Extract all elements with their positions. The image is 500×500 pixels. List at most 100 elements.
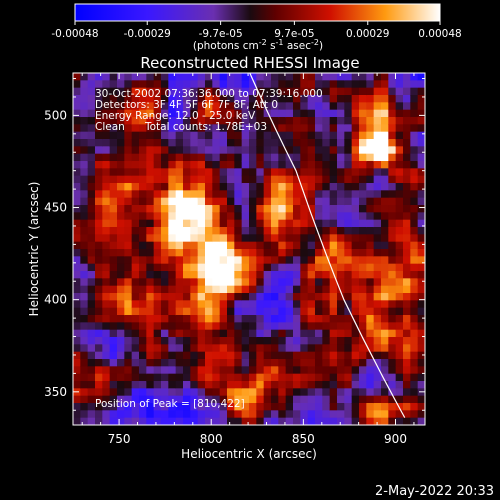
heatmap-cell — [190, 87, 199, 96]
heatmap-cell — [403, 351, 411, 360]
heatmap-cell — [300, 153, 309, 162]
energy-range-text: Energy Range: 12.0 - 25.0 keV — [95, 110, 256, 122]
heatmap-cell — [241, 417, 250, 425]
heatmap-cell — [285, 73, 294, 81]
heatmap-cell — [388, 219, 397, 228]
heatmap-cell — [263, 219, 272, 228]
heatmap-cell — [293, 153, 301, 162]
heatmap-cell — [212, 212, 221, 221]
heatmap-cell — [271, 300, 279, 309]
heatmap-cell — [227, 293, 235, 301]
heatmap-cell — [388, 300, 397, 309]
heatmap-cell — [256, 373, 265, 382]
heatmap-cell — [307, 249, 316, 257]
heatmap-cell — [395, 344, 404, 353]
heatmap-cell — [366, 249, 375, 257]
heatmap-cell — [212, 205, 221, 213]
heatmap-cell — [102, 263, 111, 272]
heatmap-cell — [161, 161, 169, 169]
heatmap-cell — [300, 410, 309, 419]
heatmap-cell — [175, 337, 184, 345]
heatmap-cell — [95, 403, 103, 411]
heatmap-cell — [227, 153, 235, 162]
heatmap-cell — [344, 395, 353, 404]
heatmap-cell — [315, 219, 323, 228]
heatmap-cell — [351, 102, 360, 111]
heatmap-cell — [403, 124, 411, 133]
heatmap-cell — [205, 234, 213, 243]
heatmap-cell — [73, 329, 81, 338]
heatmap-cell — [403, 241, 411, 250]
heatmap-cell — [307, 417, 316, 425]
heatmap-cell — [329, 227, 338, 235]
heatmap-cell — [271, 197, 279, 206]
heatmap-cell — [381, 417, 389, 425]
heatmap-cell — [183, 359, 191, 367]
heatmap-cell — [417, 329, 425, 338]
heatmap-cell — [212, 146, 221, 155]
heatmap-cell — [293, 73, 301, 81]
heatmap-cell — [373, 366, 382, 375]
heatmap-cell — [271, 219, 279, 228]
heatmap-cell — [381, 131, 389, 140]
heatmap-cell — [95, 183, 103, 191]
heatmap-cell — [73, 87, 81, 96]
heatmap-cell — [322, 95, 331, 103]
heatmap-cell — [388, 190, 397, 199]
heatmap-cell — [168, 263, 177, 272]
heatmap-cell — [337, 197, 345, 206]
heatmap-cell — [344, 322, 353, 331]
heatmap-cell — [256, 388, 265, 397]
heatmap-cell — [293, 87, 301, 96]
heatmap-cell — [197, 329, 206, 338]
heatmap-cell — [315, 403, 323, 411]
heatmap-cell — [219, 234, 228, 243]
x-tick-label: 850 — [292, 432, 315, 446]
heatmap-cell — [359, 388, 367, 397]
heatmap-cell — [315, 366, 323, 375]
colorbar-tick-label: 0.00029 — [346, 28, 389, 40]
heatmap-cell — [395, 175, 404, 184]
heatmap-cell — [175, 73, 184, 81]
heatmap-cell — [403, 278, 411, 287]
heatmap-cell — [249, 197, 257, 206]
heatmap-cell — [271, 102, 279, 111]
heatmap-cell — [315, 359, 323, 367]
heatmap-cell — [351, 80, 360, 89]
heatmap-cell — [395, 307, 404, 316]
heatmap-cell — [278, 146, 287, 155]
heatmap-cell — [293, 417, 301, 425]
heatmap-cell — [117, 381, 125, 389]
heatmap-cell — [410, 117, 419, 125]
heatmap-cell — [87, 139, 96, 147]
heatmap-cell — [117, 410, 125, 419]
heatmap-cell — [95, 329, 103, 338]
heatmap-cell — [175, 80, 184, 89]
heatmap-cell — [80, 205, 89, 213]
heatmap-cell — [337, 87, 345, 96]
heatmap-cell — [307, 117, 316, 125]
heatmap-cell — [241, 87, 250, 96]
heatmap-cell — [234, 322, 243, 331]
heatmap-cell — [227, 285, 235, 294]
heatmap-cell — [87, 241, 96, 250]
heatmap-cell — [131, 293, 140, 301]
heatmap-cell — [373, 278, 382, 287]
heatmap-cell — [300, 388, 309, 397]
heatmap-cell — [403, 153, 411, 162]
heatmap-cell — [95, 300, 103, 309]
heatmap-cell — [417, 366, 425, 375]
heatmap-cell — [359, 344, 367, 353]
heatmap-cell — [109, 95, 118, 103]
heatmap-cell — [366, 293, 375, 301]
heatmap-cell — [322, 212, 331, 221]
heatmap-cell — [183, 131, 191, 140]
heatmap-cell — [241, 73, 250, 81]
heatmap-cell — [102, 153, 111, 162]
heatmap-cell — [241, 205, 250, 213]
heatmap-cell — [241, 183, 250, 191]
heatmap-cell — [153, 212, 162, 221]
heatmap-cell — [175, 351, 184, 360]
heatmap-cell — [168, 249, 177, 257]
heatmap-cell — [190, 212, 199, 221]
